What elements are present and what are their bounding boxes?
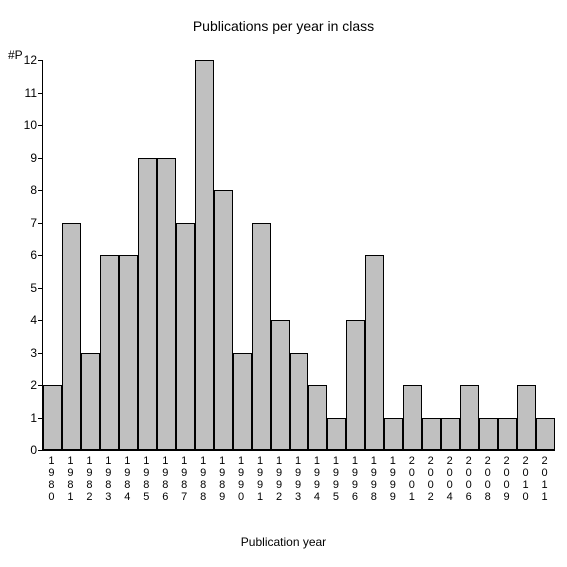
x-tick-label: 1991 [255,455,265,503]
y-tick-mark [38,418,42,419]
y-tick-label: 6 [30,248,37,262]
y-tick-mark [38,450,42,451]
x-tick-label: 1984 [122,455,132,503]
x-tick-label: 1999 [388,455,398,503]
bar [43,385,62,450]
bar [81,353,100,451]
bar [384,418,403,451]
bar [176,223,195,451]
x-tick-label: 2011 [540,455,550,503]
bar [308,385,327,450]
y-tick-label: 12 [24,53,37,67]
y-tick-mark [38,93,42,94]
y-tick-mark [38,385,42,386]
x-tick-label: 2002 [426,455,436,503]
y-tick-mark [38,288,42,289]
x-axis-label: Publication year [0,535,567,549]
y-tick-mark [38,320,42,321]
y-tick-label: 11 [25,86,37,100]
bar [138,158,157,451]
x-tick-label: 1990 [236,455,246,503]
y-tick-mark [38,353,42,354]
bar [233,353,252,451]
bar [252,223,271,451]
y-tick-label: 9 [30,151,37,165]
bar [536,418,555,451]
x-tick-label: 1986 [160,455,170,503]
bar [460,385,479,450]
y-tick-mark [38,158,42,159]
x-tick-label: 2009 [502,455,512,503]
x-tick-label: 1989 [217,455,227,503]
bar [441,418,460,451]
x-tick-label: 2006 [464,455,474,503]
chart-title: Publications per year in class [0,18,567,34]
y-tick-label: 7 [30,216,37,230]
x-tick-label: 1980 [46,455,56,503]
x-tick-label: 1998 [369,455,379,503]
y-tick-label: 3 [30,346,37,360]
x-tick-label: 2010 [521,455,531,503]
x-tick-label: 1987 [179,455,189,503]
bar [422,418,441,451]
bar [403,385,422,450]
bar [214,190,233,450]
x-tick-label: 1994 [312,455,322,503]
bar [498,418,517,451]
x-tick-label: 1992 [274,455,284,503]
x-tick-label: 1983 [103,455,113,503]
x-tick-label: 2001 [407,455,417,503]
x-tick-label: 1981 [65,455,75,503]
bar [62,223,81,451]
bar [517,385,536,450]
x-tick-label: 1985 [141,455,151,503]
plot-area [42,60,555,451]
y-tick-mark [38,60,42,61]
bar [290,353,309,451]
bar [271,320,290,450]
x-tick-label: 1996 [350,455,360,503]
bar [479,418,498,451]
x-tick-label: 2008 [483,455,493,503]
y-tick-label: 5 [30,281,37,295]
bar [157,158,176,451]
x-tick-label: 1982 [84,455,94,503]
x-tick-label: 1995 [331,455,341,503]
y-axis-label: #P [8,48,23,62]
y-tick-label: 10 [24,118,37,132]
bar [119,255,138,450]
bar [327,418,346,451]
y-tick-mark [38,125,42,126]
y-tick-label: 4 [30,313,37,327]
y-tick-mark [38,190,42,191]
y-tick-label: 2 [30,378,37,392]
y-tick-mark [38,255,42,256]
bar [346,320,365,450]
bar [365,255,384,450]
y-tick-label: 8 [30,183,37,197]
publications-bar-chart: Publications per year in class #P Public… [0,0,567,567]
y-tick-label: 1 [30,411,37,425]
bar [195,60,214,450]
y-tick-mark [38,223,42,224]
x-tick-label: 2004 [445,455,455,503]
y-tick-label: 0 [30,443,37,457]
x-tick-label: 1993 [293,455,303,503]
x-tick-label: 1988 [198,455,208,503]
bar [100,255,119,450]
